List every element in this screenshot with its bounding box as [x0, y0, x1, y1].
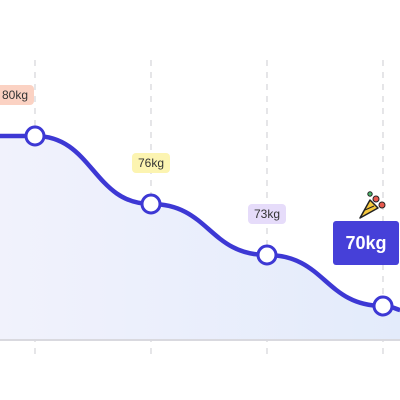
- point: [140, 193, 162, 215]
- point: [256, 244, 278, 266]
- party-icon: [359, 191, 386, 219]
- icon-stripe: [364, 205, 375, 211]
- line: [32, 133, 386, 309]
- highlight-label-bg: [333, 221, 399, 265]
- point: [24, 125, 46, 147]
- icon-cone: [359, 199, 379, 219]
- value-label: 76kg: [138, 156, 164, 170]
- value-label-bg: [0, 85, 34, 105]
- value-label: 80kg: [2, 88, 28, 102]
- icon-dot: [367, 191, 373, 197]
- labels: 80kg 76kg 73kg 70kg: [0, 85, 399, 265]
- area: [0, 136, 400, 340]
- value-label-bg: [132, 153, 170, 173]
- plot: [0, 125, 400, 340]
- point: [372, 295, 394, 317]
- icon-dot: [372, 195, 380, 203]
- highlight-label: 70kg: [345, 233, 386, 253]
- value-label-bg: [248, 204, 286, 224]
- icon-dot: [378, 201, 386, 209]
- value-label: 73kg: [254, 207, 280, 221]
